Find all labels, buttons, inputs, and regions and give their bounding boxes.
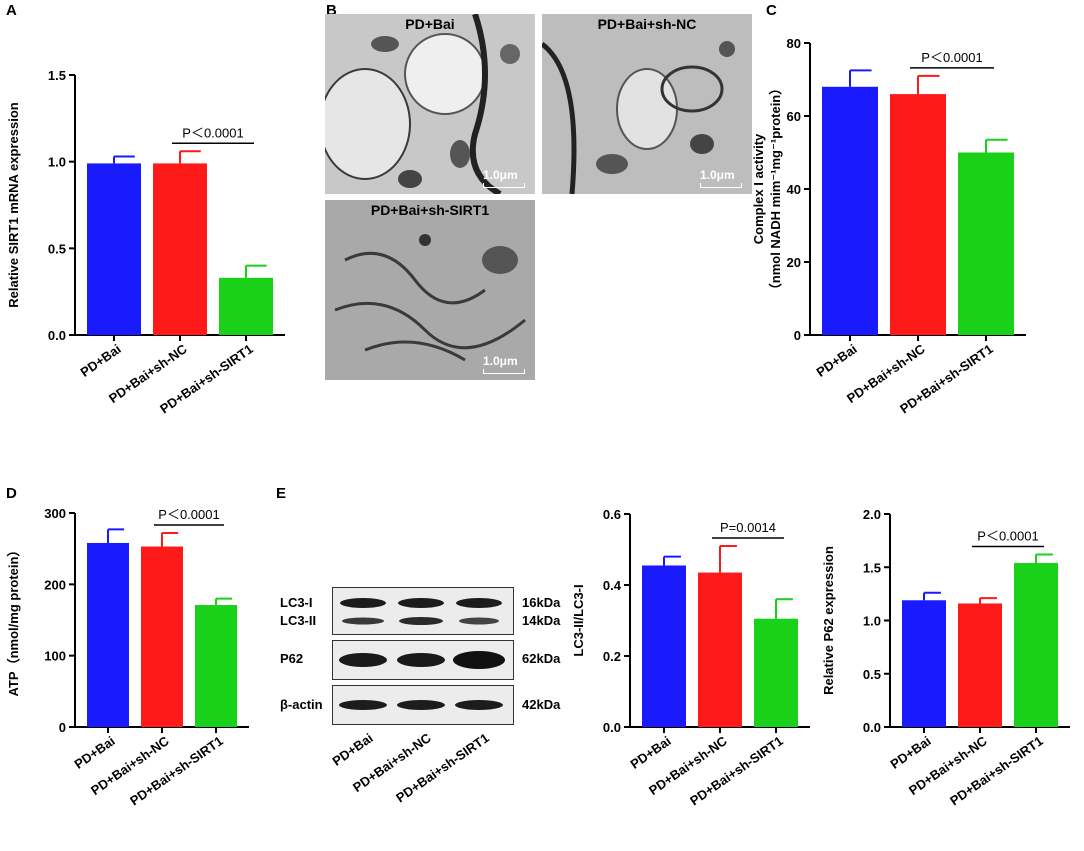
scale-bar: 1.0μm: [700, 168, 742, 188]
blot-box-lc3: [332, 587, 514, 635]
micrograph-pd-bai: PD+Bai 1.0μm: [325, 14, 535, 194]
y-tick-label: 200: [44, 577, 66, 592]
micrograph-title: PD+Bai: [405, 16, 455, 32]
bar: [822, 86, 878, 335]
blot-label-lc3-ii: LC3-II: [280, 613, 317, 628]
bar: [87, 542, 129, 727]
blot-box-beta-actin: [332, 685, 514, 725]
micrograph-pd-bai-sh-sirt1: PD+Bai+sh-SIRT1 1.0μm: [325, 200, 535, 380]
y-tick-label: 0.0: [863, 720, 881, 735]
micrograph-texture: [325, 200, 535, 380]
bar: [642, 565, 686, 727]
y-tick-label: 40: [787, 182, 801, 197]
y-tick-label: 2.0: [863, 507, 881, 522]
bar: [87, 163, 141, 335]
x-tick-label: PD+Bai: [78, 341, 124, 380]
micrograph-texture: [542, 14, 752, 194]
blot-lane-labels: PD+Bai PD+Bai+sh-NC PD+Bai+sh-SIRT1: [330, 730, 492, 806]
y-axis-label: LC3-II/LC3-I: [571, 584, 586, 656]
bar: [195, 605, 237, 727]
bar: [153, 163, 207, 335]
bar: [219, 277, 273, 335]
significance-label: P＜0.0001: [182, 125, 243, 140]
significance-label: P＜0.0001: [977, 528, 1038, 543]
x-tick-label: PD+Bai: [888, 733, 934, 772]
scale-bar: 1.0μm: [483, 354, 525, 374]
y-tick-label: 0.2: [603, 649, 621, 664]
y-axis-label: Complex I activity: [751, 133, 766, 244]
chart-p62-expression: 0.00.51.01.52.0PD+BaiPD+Bai+sh-NCPD+Bai+…: [821, 507, 1070, 808]
micrograph-texture: [325, 14, 535, 194]
bar: [958, 603, 1002, 727]
blot-kda-42: 42kDa: [522, 697, 561, 712]
y-tick-label: 1.5: [48, 68, 66, 83]
blot-bands: [339, 700, 503, 710]
y-axis-label: （nmol NADH mim⁻¹mg⁻¹protein）: [768, 82, 783, 297]
chart-complex-i-activity: 020406080PD+BaiPD+Bai+sh-NCPD+Bai+sh-SIR…: [751, 36, 1026, 416]
significance-label: P=0.0014: [720, 520, 776, 535]
y-tick-label: 300: [44, 506, 66, 521]
y-tick-label: 0.0: [48, 328, 66, 343]
y-tick-label: 20: [787, 255, 801, 270]
significance-label: P＜0.0001: [158, 507, 219, 522]
y-tick-label: 60: [787, 109, 801, 124]
y-tick-label: 80: [787, 36, 801, 51]
panel-letter-a: A: [6, 2, 17, 19]
x-tick-label: PD+Bai: [814, 341, 860, 380]
y-tick-label: 0.5: [863, 667, 881, 682]
scale-bar: 1.0μm: [483, 168, 525, 188]
bar: [958, 152, 1014, 335]
y-tick-label: 100: [44, 649, 66, 664]
blot-kda-62: 62kDa: [522, 651, 561, 666]
significance-label: P＜0.0001: [921, 50, 982, 65]
y-axis-label: ATP（nmol/mg protein）: [6, 544, 21, 697]
y-tick-label: 1.5: [863, 560, 881, 575]
bar: [141, 546, 183, 727]
y-tick-label: 0.5: [48, 241, 66, 256]
y-tick-label: 0.4: [603, 578, 622, 593]
y-tick-label: 0: [794, 328, 801, 343]
bar: [902, 600, 946, 727]
micrograph-pd-bai-sh-nc: PD+Bai+sh-NC 1.0μm: [542, 14, 752, 194]
chart-atp: 0100200300PD+BaiPD+Bai+sh-NCPD+Bai+sh-SI…: [6, 506, 249, 808]
chart-sirt1-mrna: 0.00.51.01.5PD+BaiPD+Bai+sh-NCPD+Bai+sh-…: [6, 68, 285, 416]
y-axis-label: Relative SIRT1 mRNA expression: [6, 102, 21, 307]
blot-bands: [339, 651, 505, 669]
panel-letter-b: B: [326, 2, 337, 19]
blot-label-lc3-i: LC3-I: [280, 595, 313, 610]
x-tick-label: PD+Bai: [628, 733, 674, 772]
bar: [698, 572, 742, 727]
western-blot: LC3-I LC3-II 16kDa 14kDa P62 62kDa β-act…: [270, 583, 580, 848]
bar: [890, 94, 946, 335]
blot-kda-16: 16kDa: [522, 595, 561, 610]
y-tick-label: 1.0: [863, 614, 881, 629]
panel-letter-c: C: [766, 2, 777, 19]
blot-bands: [340, 598, 502, 625]
x-tick-label: PD+Bai+sh-SIRT1: [687, 733, 786, 808]
blot-label-p62: P62: [280, 651, 304, 666]
y-tick-label: 0.0: [603, 720, 621, 735]
panel-letter-d: D: [6, 485, 17, 502]
blot-label-beta-actin: β-actin: [280, 697, 323, 712]
micrograph-title: PD+Bai+sh-SIRT1: [370, 202, 490, 218]
bar: [754, 618, 798, 727]
panel-letter-e: E: [276, 485, 287, 502]
y-axis-label: Relative P62 expression: [821, 546, 836, 695]
micrograph-title: PD+Bai+sh-NC: [597, 16, 697, 32]
x-tick-label: PD+Bai+sh-SIRT1: [947, 733, 1046, 808]
blot-lane-label: PD+Bai: [330, 730, 376, 769]
chart-lc3-ratio: 0.00.20.40.6PD+BaiPD+Bai+sh-NCPD+Bai+sh-…: [571, 507, 810, 808]
x-tick-label: PD+Bai+sh-SIRT1: [127, 733, 226, 808]
y-tick-label: 0: [59, 720, 66, 735]
y-tick-label: 0.6: [603, 507, 621, 522]
y-tick-label: 1.0: [48, 155, 66, 170]
x-tick-label: PD+Bai: [72, 733, 118, 772]
bar: [1014, 562, 1058, 727]
blot-kda-14: 14kDa: [522, 613, 561, 628]
blot-box-p62: [332, 640, 514, 680]
